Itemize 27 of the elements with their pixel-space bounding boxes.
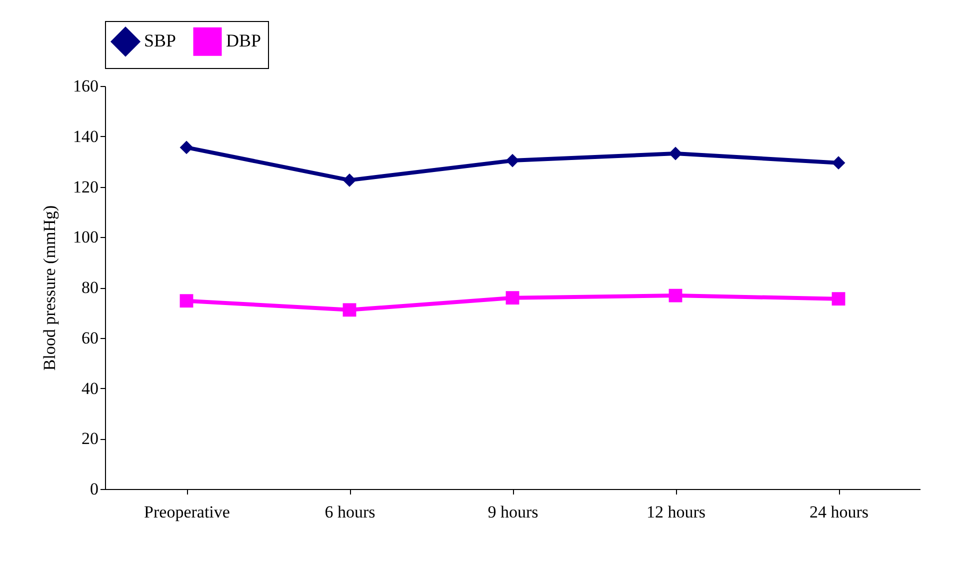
y-tick-label: 140 — [73, 126, 98, 146]
y-tick-label: 80 — [82, 278, 98, 297]
x-tick-label: 6 hours — [324, 502, 376, 522]
x-tick-label: Preoperative — [144, 502, 230, 522]
legend-label: SBP — [144, 30, 176, 51]
y-tick-label: 20 — [82, 429, 98, 448]
point — [180, 294, 194, 308]
point — [668, 288, 682, 302]
y-axis-title: Blood pressure (mmHg) — [40, 205, 59, 371]
point — [506, 291, 520, 305]
x-tick-label: 9 hours — [488, 502, 538, 522]
x-tick-label: 12 hours — [646, 502, 706, 522]
y-tick-label: 160 — [73, 76, 98, 96]
point — [668, 146, 682, 160]
legend-label: DBP — [226, 30, 262, 51]
point — [832, 156, 846, 170]
point — [342, 303, 356, 317]
y-tick-label: 120 — [73, 177, 98, 196]
y-tick-label: 0 — [90, 480, 98, 498]
point — [180, 140, 194, 154]
y-tick-label: 100 — [73, 228, 98, 247]
point — [506, 154, 520, 168]
point — [342, 173, 356, 187]
point — [832, 292, 846, 306]
y-tick-label: 60 — [82, 328, 98, 348]
x-tick-label: 24 hours — [809, 502, 869, 522]
y-tick-label: 40 — [82, 378, 98, 398]
